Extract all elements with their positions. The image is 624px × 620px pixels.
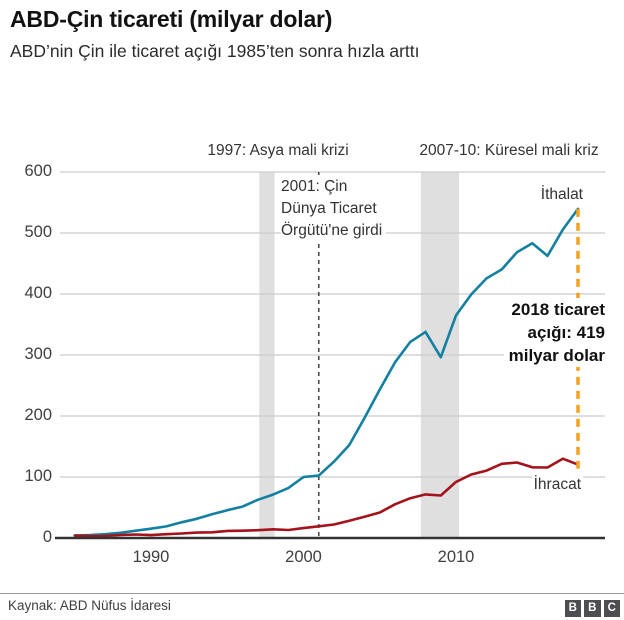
series-line-exports: [73, 457, 580, 538]
bbc-logo-block-1: B: [564, 600, 581, 617]
x-tick-2010: 2010: [437, 548, 475, 566]
y-tick-500: 500: [24, 223, 52, 241]
bbc-logo: B B C: [564, 600, 620, 617]
annotation-deficit-line3: milyar dolar: [508, 346, 605, 365]
bbc-logo-block-2: B: [584, 600, 601, 617]
footer-divider: [0, 593, 624, 594]
y-tick-300: 300: [24, 345, 52, 363]
y-tick-100: 100: [24, 467, 52, 485]
annotation-deficit-line1: 2018 ticaret: [511, 300, 605, 319]
x-tick-1990: 1990: [132, 548, 170, 566]
x-tick-2000: 2000: [285, 548, 322, 566]
y-tick-200: 200: [24, 406, 52, 424]
annotation-global-crisis: 2007-10: Küresel mali kriz: [419, 142, 599, 159]
y-tick-0: 0: [42, 528, 52, 546]
annotation-deficit-2018: 2018 ticaret açığı: 419 milyar dolar: [503, 298, 606, 367]
annotation-wto: 2001: Çin Dünya Ticaret Örgütü'ne girdi: [281, 175, 387, 243]
source-credit: Kaynak: ABD Nüfus İdaresi: [8, 598, 171, 613]
annotation-asian-crisis: 1997: Asya mali krizi: [207, 142, 349, 159]
annotation-deficit-line2: açığı: 419: [527, 323, 606, 342]
series-label-imports: İthalat: [540, 186, 583, 203]
page-subtitle: ABD’nin Çin ile ticaret açığı 1985’ten s…: [10, 41, 420, 61]
annotation-wto-line2: Dünya Ticaret: [281, 200, 377, 217]
y-tick-600: 600: [24, 162, 52, 180]
y-tick-400: 400: [24, 284, 52, 302]
bbc-logo-block-3: C: [603, 600, 620, 617]
series-label-exports: İhracat: [531, 476, 583, 494]
series-line-imports: [73, 207, 580, 537]
annotation-wto-line3: Örgütü'ne girdi: [281, 222, 383, 239]
annotation-wto-line1: 2001: Çin: [281, 178, 348, 195]
page-title: ABD-Çin ticareti (milyar dolar): [10, 6, 333, 32]
